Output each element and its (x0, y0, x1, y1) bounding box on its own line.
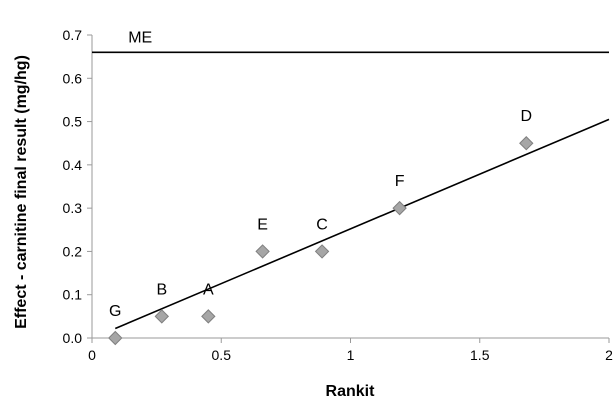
y-tick-label: 0.2 (63, 243, 83, 259)
data-point-d (519, 136, 534, 151)
x-tick-label: 1.5 (470, 347, 490, 363)
x-tick-label: 0 (88, 347, 96, 363)
y-tick-label: 0.5 (63, 114, 83, 130)
x-axis-title: Rankit (326, 383, 376, 400)
data-point-b (154, 309, 170, 324)
point-label-d: D (520, 108, 532, 125)
x-tick-label: 2 (605, 347, 613, 363)
y-tick-label: 0.1 (63, 287, 83, 303)
data-point-e (255, 244, 270, 259)
data-point-c (314, 244, 330, 259)
y-tick-label: 0.7 (63, 27, 83, 43)
point-label-g: G (109, 303, 121, 320)
trend-line (114, 118, 610, 330)
point-label-c: C (316, 216, 328, 233)
y-tick-label: 0.6 (63, 70, 83, 86)
y-tick-label: 0.3 (63, 200, 83, 216)
point-label-e: E (257, 216, 268, 233)
point-label-f: F (395, 173, 405, 190)
y-tick-label: 0.0 (63, 330, 83, 346)
data-point-g (108, 330, 123, 346)
data-points (108, 136, 534, 346)
x-tick-label: 0.5 (212, 347, 232, 363)
y-tick-label: 0.4 (63, 157, 83, 173)
x-tick-label: 1 (347, 347, 355, 363)
point-label-a: A (203, 281, 214, 298)
axes: 0.0 0.1 0.2 0.3 0.4 0.5 0.6 0.7 0 0.5 1 1.5 2 (63, 27, 614, 363)
data-point-a (201, 309, 216, 324)
data-point-f (392, 200, 407, 216)
y-axis-title: Effect - carnitine final result (mg/hg) (13, 55, 30, 329)
reference-line-label: ME (128, 29, 152, 46)
chart-lines: ME (92, 29, 610, 330)
point-label-b: B (156, 281, 167, 298)
point-labels: G B A E C F D (109, 108, 532, 320)
